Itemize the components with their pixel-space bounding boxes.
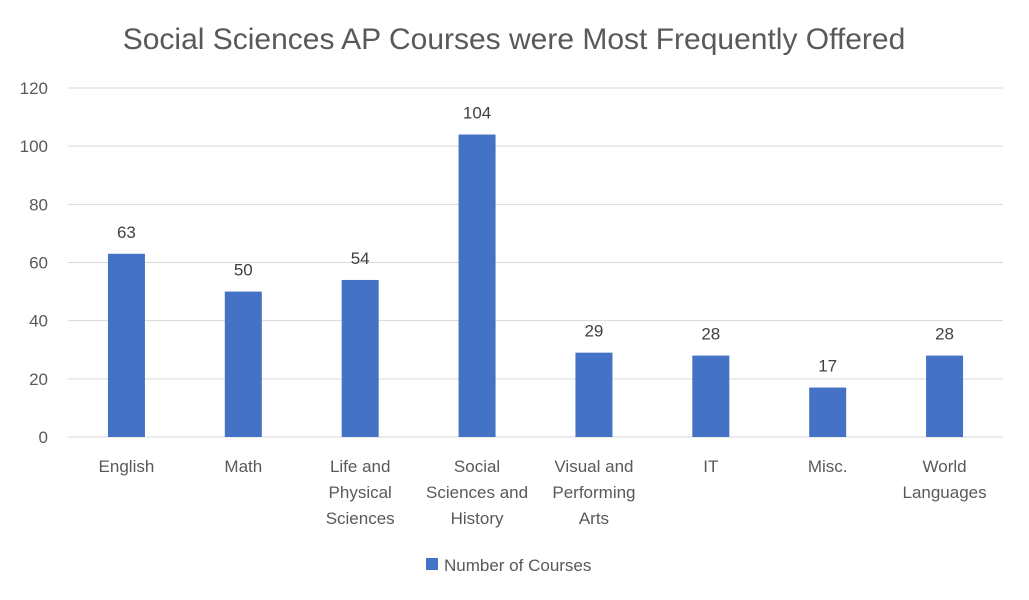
data-label: 17 <box>818 357 837 376</box>
legend-label: Number of Courses <box>444 556 591 575</box>
x-category-label-line: Math <box>224 457 262 476</box>
x-category-label: World Languages <box>902 457 986 502</box>
legend-swatch <box>426 558 438 570</box>
data-label: 50 <box>234 261 253 280</box>
x-category-label-line: Social <box>454 457 500 476</box>
x-category-label-line: IT <box>703 457 718 476</box>
gridlines <box>68 87 1003 438</box>
bars <box>107 134 964 438</box>
bar <box>926 355 964 437</box>
y-tick-label: 80 <box>29 195 48 214</box>
x-category-label: Life and Physical Sciences <box>326 457 395 528</box>
x-category-label: Math <box>224 457 262 476</box>
x-category-label: Social Sciences and History <box>426 457 528 528</box>
y-tick-label: 40 <box>29 312 48 331</box>
bar <box>341 279 379 437</box>
data-label: 28 <box>935 325 954 344</box>
x-category-label-line: Life and <box>330 457 391 476</box>
x-category-label-line: Arts <box>579 509 609 528</box>
x-category-label-line: Misc. <box>808 457 848 476</box>
bar <box>107 253 145 437</box>
x-category-label-line: Languages <box>902 483 986 502</box>
y-axis-ticks: 0 20 40 60 80 100 120 <box>20 79 48 447</box>
bar <box>809 387 847 437</box>
x-category-label-line: World <box>923 457 967 476</box>
chart-title: Social Sciences AP Courses were Most Fre… <box>123 23 906 56</box>
bar <box>692 355 730 437</box>
x-category-label-line: Physical <box>329 483 392 502</box>
x-category-label-line: English <box>99 457 155 476</box>
data-labels: 63 50 54 104 29 28 17 28 <box>117 104 954 376</box>
x-category-label-line: History <box>451 509 504 528</box>
y-tick-label: 100 <box>20 137 48 156</box>
data-label: 104 <box>463 104 491 123</box>
x-category-label: IT <box>703 457 718 476</box>
y-tick-label: 120 <box>20 79 48 98</box>
data-label: 29 <box>584 322 603 341</box>
y-tick-label: 60 <box>29 254 48 273</box>
data-label: 28 <box>701 325 720 344</box>
legend: Number of Courses <box>426 556 591 575</box>
bar <box>575 352 613 437</box>
bar <box>224 291 262 437</box>
data-label: 63 <box>117 223 136 242</box>
y-tick-label: 20 <box>29 370 48 389</box>
y-tick-label: 0 <box>39 428 48 447</box>
x-category-label-line: Visual and <box>554 457 633 476</box>
x-category-label: Visual and Performing Arts <box>552 457 635 528</box>
x-axis-categories: English Math Life and Physical Sciences Socia… <box>99 457 987 528</box>
x-category-label: English <box>99 457 155 476</box>
data-label: 54 <box>351 249 370 268</box>
bar <box>458 134 496 438</box>
x-category-label-line: Sciences <box>326 509 395 528</box>
x-category-label: Misc. <box>808 457 848 476</box>
x-category-label-line: Sciences and <box>426 483 528 502</box>
x-category-label-line: Performing <box>552 483 635 502</box>
